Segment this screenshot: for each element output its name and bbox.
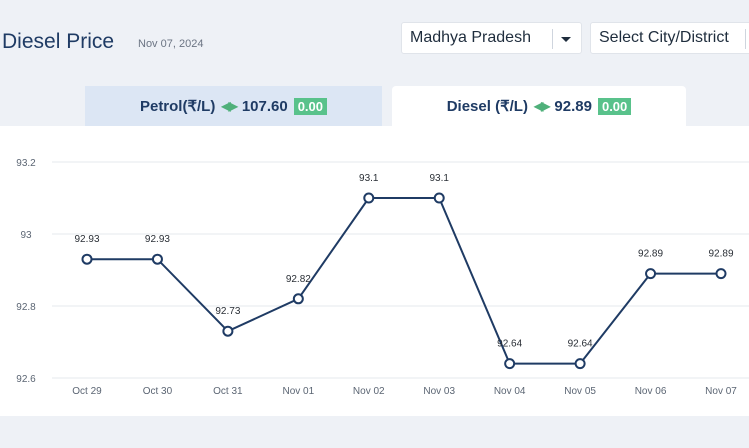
y-tick-label: 92.8 bbox=[16, 302, 36, 313]
data-label: 92.73 bbox=[215, 306, 240, 317]
state-select-value: Madhya Pradesh bbox=[410, 29, 531, 46]
x-tick-label: Nov 06 bbox=[635, 386, 667, 397]
x-tick-label: Nov 01 bbox=[282, 386, 314, 397]
data-point bbox=[292, 293, 304, 305]
data-point bbox=[504, 358, 516, 370]
tab-diesel-label: Diesel (₹/L) bbox=[446, 98, 528, 115]
data-label: 92.93 bbox=[74, 234, 99, 245]
x-tick-label: Nov 05 bbox=[564, 386, 596, 397]
tab-diesel[interactable]: Diesel (₹/L) ◀▶ 92.89 0.00 bbox=[392, 86, 686, 126]
up-down-arrows-icon: ◀▶ bbox=[221, 99, 238, 113]
diesel-change-badge: 0.00 bbox=[597, 97, 632, 115]
tab-petrol-label: Petrol(₹/L) bbox=[139, 98, 216, 115]
chart-panel: 92.6 92.8 93 93.2 Oct 29 Oct 30 Oct 31 Nov 01 No… bbox=[0, 126, 749, 416]
data-point bbox=[433, 192, 445, 204]
page-title: Diesel Price bbox=[2, 30, 115, 53]
chevron-down-icon[interactable] bbox=[561, 37, 571, 42]
data-label: 92.64 bbox=[497, 339, 522, 350]
data-label: 92.89 bbox=[708, 249, 733, 260]
x-tick-label: Nov 02 bbox=[353, 386, 385, 397]
city-select[interactable]: Select City/District bbox=[590, 22, 749, 54]
x-tick-label: Oct 29 bbox=[72, 386, 102, 397]
data-label: 92.64 bbox=[568, 339, 593, 350]
price-date: Nov 07, 2024 bbox=[138, 38, 204, 50]
y-tick-label: 92.6 bbox=[16, 374, 36, 385]
diesel-price: 92.89 bbox=[554, 97, 592, 115]
data-point bbox=[645, 268, 657, 280]
data-label: 93.1 bbox=[359, 173, 379, 184]
y-tick-label: 93 bbox=[20, 230, 32, 241]
up-down-arrows-icon: ◀▶ bbox=[533, 99, 551, 113]
x-tick-label: Nov 07 bbox=[705, 386, 737, 397]
y-tick-label: 93.2 bbox=[16, 158, 36, 169]
data-label: 92.82 bbox=[286, 274, 311, 285]
data-point bbox=[574, 358, 586, 370]
data-point bbox=[81, 253, 93, 265]
x-tick-label: Nov 04 bbox=[494, 386, 526, 397]
x-tick-label: Oct 30 bbox=[143, 386, 173, 397]
select-divider bbox=[552, 29, 553, 49]
petrol-change-badge: 0.00 bbox=[293, 97, 328, 115]
data-point bbox=[222, 325, 234, 337]
x-tick-label: Nov 03 bbox=[423, 386, 455, 397]
data-point bbox=[715, 268, 727, 280]
city-select-value: Select City/District bbox=[599, 29, 729, 46]
select-divider bbox=[745, 29, 746, 49]
state-select[interactable]: Madhya Pradesh bbox=[401, 22, 582, 54]
data-label: 92.93 bbox=[145, 234, 170, 245]
data-label: 92.89 bbox=[638, 249, 663, 260]
x-tick-label: Oct 31 bbox=[213, 386, 243, 397]
data-point bbox=[151, 253, 163, 265]
data-point bbox=[363, 192, 375, 204]
data-label: 93.1 bbox=[429, 173, 449, 184]
diesel-price-chart: 92.6 92.8 93 93.2 Oct 29 Oct 30 Oct 31 Nov 01 No… bbox=[16, 158, 749, 397]
petrol-price: 107.60 bbox=[241, 97, 288, 115]
series-line bbox=[87, 197, 721, 365]
tab-petrol[interactable]: Petrol(₹/L) ◀▶ 107.60 0.00 bbox=[85, 86, 382, 126]
